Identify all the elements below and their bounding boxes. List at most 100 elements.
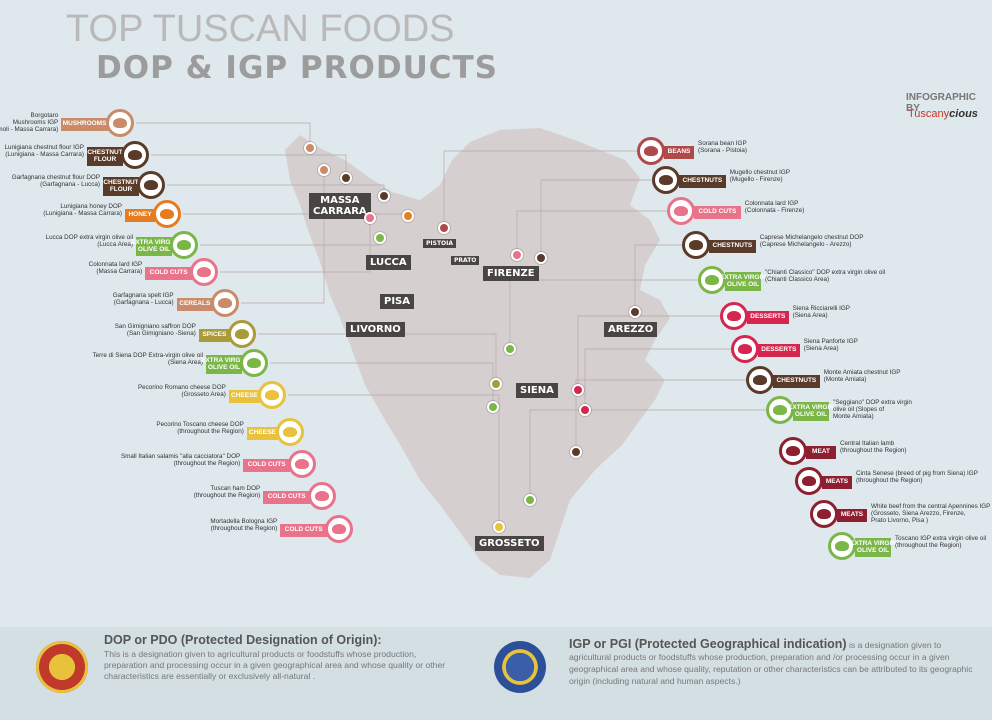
left-product-item[interactable]: Small Italian salamis "alla cacciatora" …	[0, 450, 318, 482]
cheese-icon	[276, 418, 304, 446]
right-product-item[interactable]: COLD CUTS Colonnata lard IGP (Colonnata -…	[667, 197, 992, 229]
left-product-item[interactable]: Pecorino Toscano cheese DOP (throughout …	[0, 418, 306, 450]
dop-seal-icon	[36, 641, 88, 693]
product-description: "Seggiano" DOP extra virgin olive oil (S…	[833, 399, 912, 421]
right-product-item[interactable]: CHESTNUTS Mugello chestnut IGP (Mugello -…	[652, 166, 992, 198]
right-product-item[interactable]: MEATS Cinta Senese (breed of pig from Sie…	[795, 467, 992, 499]
right-map-marker	[535, 252, 547, 264]
left-product-item[interactable]: Colonnata lard IGP (Massa Carrara) COLD C…	[0, 258, 220, 290]
right-product-item[interactable]: EXTRA VIRGIN OLIVE OIL "Seggiano" DOP ext…	[766, 396, 992, 428]
leader-line	[270, 362, 494, 407]
left-product-item[interactable]: Terre di Siena DOP Extra-virgin olive oi…	[0, 349, 270, 381]
product-description: Terre di Siena DOP Extra-virgin olive oi…	[92, 352, 203, 367]
product-description: Siena Ricciarelli IGP (Siena Area)	[792, 305, 850, 320]
right-product-item[interactable]: MEAT Central Italian lamb (throughout the…	[779, 437, 992, 469]
product-description: Colonnata lard IGP (Massa Carrara)	[88, 261, 143, 276]
right-map-marker	[579, 404, 591, 416]
right-product-item[interactable]: EXTRA VIRGIN OLIVE OIL Toscano IGP extra …	[828, 532, 992, 564]
right-product-item[interactable]: CHESTNUTS Caprese Michelangelo chestnut D…	[682, 231, 992, 263]
credit-brand: Tuscanycious	[908, 108, 978, 120]
city-massa-carrara: MASSA CARRARA	[309, 193, 371, 219]
product-description: Colonnata lard IGP (Colonnata - Firenze)	[744, 200, 805, 215]
right-product-item[interactable]: CHESTNUTS Monte Amiata chestnut IGP (Mont…	[746, 366, 992, 398]
igp-seal-icon	[494, 641, 546, 693]
product-description: "Chianti Classico" DOP extra virgin oliv…	[765, 269, 886, 284]
chestnut-icon	[121, 141, 149, 169]
product-description: Cinta Senese (breed of pig from Siena) I…	[856, 470, 978, 485]
right-product-item[interactable]: BEANS Sorana bean IGP (Sorana - Pistoia)	[637, 137, 992, 169]
title-line-2: DOP & IGP PRODUCTS	[96, 50, 498, 86]
product-category-tag: BEANS	[664, 146, 694, 159]
leader-line	[258, 333, 497, 384]
city-pistoia: PISTOIA	[423, 239, 457, 248]
product-category-tag: COLD CUTS	[243, 459, 290, 472]
product-category-tag: DESSERTS	[747, 311, 789, 324]
dop-heading: DOP or PDO (Protected Designation of Ori…	[104, 633, 382, 647]
left-map-marker	[340, 172, 352, 184]
cold-cuts-icon	[190, 258, 218, 286]
left-product-item[interactable]: Mortadella Bologna IGP (throughout the R…	[0, 515, 355, 547]
right-map-marker	[504, 343, 516, 355]
right-map-marker	[524, 494, 536, 506]
leader-line	[136, 122, 311, 148]
right-product-item[interactable]: EXTRA VIRGIN OLIVE OIL "Chianti Classico"…	[698, 266, 992, 298]
city-pisa: PISA	[380, 294, 414, 309]
right-map-marker	[511, 249, 523, 261]
cereals-icon	[211, 289, 239, 317]
left-map-marker	[490, 378, 502, 390]
cold-cuts-icon	[325, 515, 353, 543]
left-product-item[interactable]: Lunigiana honey DOP (Lunigiana - Massa C…	[0, 200, 183, 232]
product-description: Pecorino Toscano cheese DOP (throughout …	[156, 421, 244, 436]
left-product-item[interactable]: Garfagnana spelt IGP (Garfagnana - Lucca…	[0, 289, 241, 321]
product-category-tag: EXTRA VIRGIN OLIVE OIL	[131, 237, 177, 256]
title-line-1: TOP TUSCAN FOODS	[66, 8, 455, 50]
leader-line	[220, 218, 371, 273]
leader-line	[584, 348, 731, 410]
city-firenze: FIRENZE	[483, 266, 539, 281]
left-map-marker	[487, 401, 499, 413]
meat-icon	[779, 437, 807, 465]
product-description: San Gimigniano saffron DOP (San Gimignia…	[114, 323, 196, 338]
product-description: Borgotaro Mushrooms IGP (Pontremoli - Ma…	[0, 112, 59, 134]
left-map-marker	[493, 521, 505, 533]
right-product-item[interactable]: MEATS White beef from the central Apennin…	[810, 500, 992, 532]
product-category-tag: MEATS	[837, 509, 867, 522]
leader-line	[151, 154, 347, 178]
product-category-tag: COLD CUTS	[280, 524, 327, 537]
leader-line	[575, 379, 746, 452]
credit-label: INFOGRAPHIC BY	[906, 92, 976, 114]
igp-description: IGP or PGI (Protected Geographical indic…	[569, 637, 977, 688]
product-description: Pecorino Romano cheese DOP (Grosseto Are…	[137, 384, 226, 399]
product-category-tag: CHESTNUTS	[709, 240, 756, 253]
left-product-item[interactable]: Lucca DOP extra virgin olive oil (Lucca …	[0, 231, 200, 263]
left-product-item[interactable]: Lunigiana chestnut flour IGP (Lunigiana …	[0, 141, 151, 173]
dop-text: This is a designation given to agricultu…	[104, 649, 446, 681]
product-category-tag: MUSHROOMS	[61, 118, 108, 131]
left-product-item[interactable]: Borgotaro Mushrooms IGP (Pontremoli - Ma…	[0, 109, 136, 141]
city-livorno: LIVORNO	[346, 322, 405, 337]
product-category-tag: MEAT	[806, 446, 836, 459]
right-product-item[interactable]: DESSERTS Siena Panforte IGP (Siena Area)	[731, 335, 992, 367]
chestnut-icon	[682, 231, 710, 259]
product-category-tag: EXTRA VIRGIN OLIVE OIL	[850, 538, 896, 557]
left-map-marker	[304, 142, 316, 154]
cold-cuts-icon	[667, 197, 695, 225]
right-product-item[interactable]: DESSERTS Siena Ricciarelli IGP (Siena Are…	[720, 302, 992, 334]
left-product-item[interactable]: Tuscan ham DOP (throughout the Region) CO…	[0, 482, 338, 514]
igp-heading: IGP or PGI (Protected Geographical indic…	[569, 637, 847, 651]
left-map-marker	[374, 232, 386, 244]
left-product-item[interactable]: Pecorino Romano cheese DOP (Grosseto Are…	[0, 381, 288, 413]
olive-oil-icon	[766, 396, 794, 424]
product-category-tag: EXTRA VIRGIN OLIVE OIL	[788, 402, 834, 421]
left-product-item[interactable]: Garfagnana chestnut flour DOP (Garfagnan…	[0, 171, 167, 203]
right-map-marker	[438, 222, 450, 234]
left-product-item[interactable]: San Gimigniano saffron DOP (San Gimignia…	[0, 320, 258, 352]
product-category-tag: MEATS	[822, 476, 852, 489]
product-description: White beef from the central Apennines IG…	[871, 503, 991, 525]
leader-line	[577, 315, 720, 390]
spices-icon	[228, 320, 256, 348]
cold-cuts-icon	[308, 482, 336, 510]
right-map-marker	[570, 446, 582, 458]
product-category-tag: SPICES	[198, 329, 230, 342]
leader-line	[516, 210, 667, 255]
